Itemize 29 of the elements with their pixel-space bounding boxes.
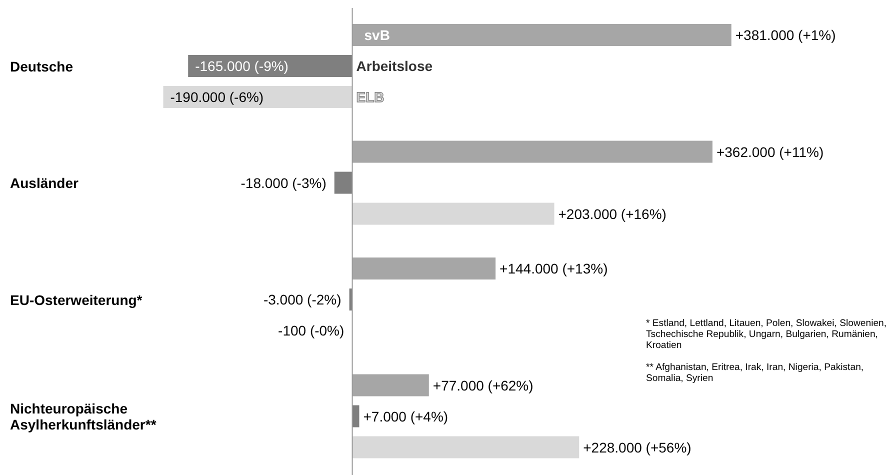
bar bbox=[334, 172, 352, 194]
bar bbox=[163, 86, 352, 108]
annotation: * Estland, Lettland, Litauen, Polen, Slowakei, Slowenien, Tschechische Republik, Ungarn, Bulgarien, Rumänien, Kroatien bbox=[646, 318, 888, 351]
data-label: -165.000 (-9%) bbox=[195, 58, 288, 74]
data-label: +228.000 (+56%) bbox=[583, 439, 692, 456]
data-label: +203.000 (+16%) bbox=[558, 206, 666, 222]
bar bbox=[352, 258, 496, 280]
y-tick-label: EU-Osterweiterung* bbox=[10, 292, 143, 308]
data-label: -100 (-0%) bbox=[278, 322, 344, 338]
data-label: +381.000 (+1%) bbox=[735, 27, 836, 43]
data-label: +77.000 (+62%) bbox=[432, 377, 534, 394]
data-label: -190.000 (-6%) bbox=[170, 89, 264, 105]
data-label: +362.000 (+11%) bbox=[716, 144, 824, 160]
y-tick-label: Nichteuropäische Asylherkunftsländer** bbox=[10, 400, 157, 433]
data-label: -18.000 (-3%) bbox=[240, 174, 326, 191]
y-tick-label: Deutsche bbox=[10, 58, 74, 74]
series-label: Arbeitslose bbox=[356, 58, 433, 74]
bar bbox=[352, 24, 732, 46]
bar bbox=[352, 202, 554, 225]
bar bbox=[352, 140, 712, 163]
series-label: ELB bbox=[356, 89, 384, 105]
data-label: +7.000 (+4%) bbox=[363, 408, 448, 424]
bar bbox=[352, 374, 429, 396]
data-label: -3.000 (-2%) bbox=[263, 292, 342, 308]
y-tick-label: Ausländer bbox=[10, 175, 80, 192]
series-label: svB bbox=[364, 27, 390, 43]
data-label: +144.000 (+13%) bbox=[500, 260, 608, 276]
bar bbox=[352, 436, 580, 458]
annotation: ** Afghanistan, Eritrea, Irak, Iran, Nigeria, Pakistan, Somalia, Syrien bbox=[646, 362, 865, 384]
